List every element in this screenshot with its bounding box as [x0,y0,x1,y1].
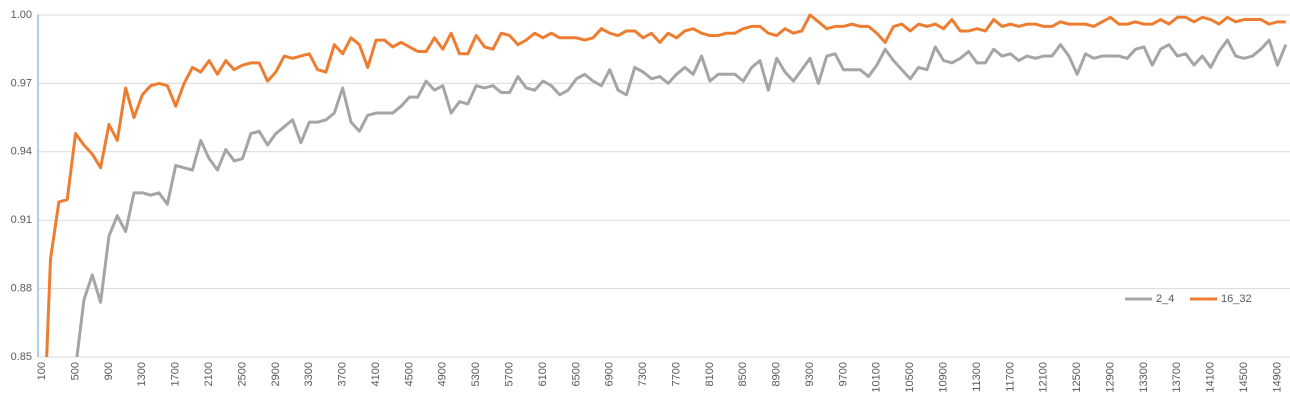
x-tick-label: 100 [36,362,48,380]
x-tick-label: 500 [69,362,81,380]
x-tick-label: 12900 [1104,362,1116,393]
x-tick-label: 13700 [1171,362,1183,393]
x-tick-label: 10100 [871,362,883,393]
x-tick-label: 3700 [337,362,349,386]
x-tick-label: 9300 [804,362,816,386]
y-tick-label: 0.91 [11,214,32,226]
x-tick-label: 8100 [704,362,716,386]
x-tick-label: 1700 [170,362,182,386]
x-tick-label: 7300 [637,362,649,386]
x-tick-label: 14500 [1238,362,1250,393]
x-tick-label: 7700 [670,362,682,386]
series-line [45,13,1286,357]
y-tick-label: 0.88 [11,283,32,295]
series-line [75,38,1288,357]
x-tick-label: 5700 [503,362,515,386]
x-tick-label: 4500 [403,362,415,386]
x-tick-label: 2900 [270,362,282,386]
y-tick-label: 1.00 [11,9,32,21]
x-tick-label: 5300 [470,362,482,386]
y-tick-label: 0.85 [11,351,32,363]
x-tick-label: 11700 [1004,362,1016,392]
legend-label: 16_32 [1221,293,1252,305]
x-tick-label: 4100 [370,362,382,386]
x-tick-label: 6900 [604,362,616,386]
x-tick-label: 14100 [1205,362,1217,393]
x-tick-label: 2500 [236,362,248,386]
x-tick-label: 3300 [303,362,315,386]
y-tick-label: 0.97 [11,77,32,89]
x-tick-label: 14900 [1271,362,1283,393]
x-tick-label: 10900 [938,362,950,393]
x-tick-label: 9700 [837,362,849,386]
x-tick-label: 12100 [1038,362,1050,393]
plot-area [45,13,1288,357]
x-tick-label: 2100 [203,362,215,386]
x-tick-label: 10500 [904,362,916,393]
y-tick-label: 0.94 [11,146,32,158]
x-tick-label: 8900 [771,362,783,386]
x-tick-label: 8500 [737,362,749,386]
x-tick-label: 11300 [971,362,983,392]
legend-label: 2_4 [1156,293,1174,305]
x-tick-label: 6100 [537,362,549,386]
x-tick-label: 4900 [437,362,449,386]
x-tick-label: 6500 [570,362,582,386]
x-tick-label: 13300 [1138,362,1150,393]
x-tick-label: 12500 [1071,362,1083,393]
x-tick-label: 1300 [136,362,148,386]
x-tick-label: 900 [103,362,115,380]
